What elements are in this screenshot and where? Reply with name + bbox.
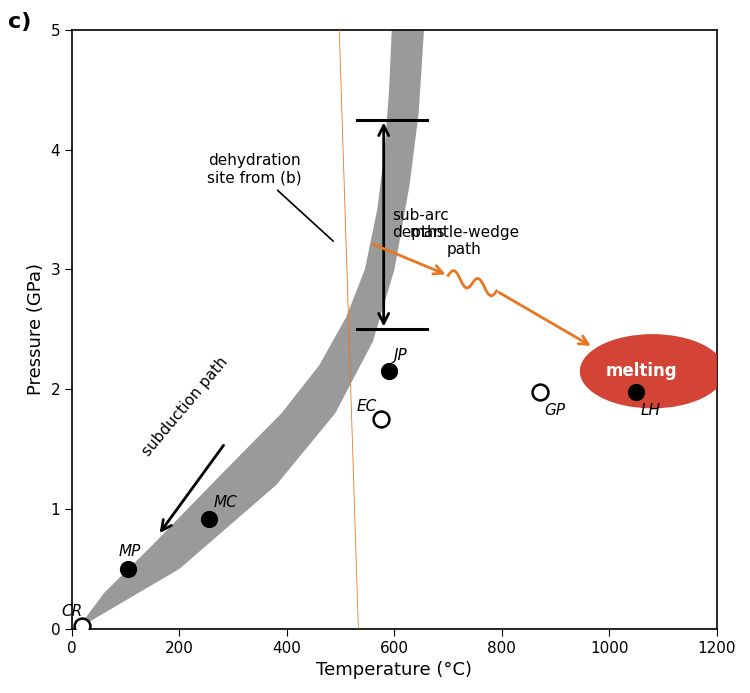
Point xyxy=(630,386,642,397)
Polygon shape xyxy=(77,30,424,629)
Point xyxy=(375,414,387,425)
Point xyxy=(122,563,134,574)
Text: LH: LH xyxy=(640,403,661,418)
Ellipse shape xyxy=(580,334,725,408)
Text: c): c) xyxy=(8,12,31,32)
Text: sub-arc
depths: sub-arc depths xyxy=(392,208,448,240)
Text: mantle-wedge
path: mantle-wedge path xyxy=(410,225,519,258)
Text: melting: melting xyxy=(606,362,677,380)
X-axis label: Temperature (°C): Temperature (°C) xyxy=(316,661,472,679)
Point xyxy=(203,513,215,524)
Text: MP: MP xyxy=(118,544,141,559)
Y-axis label: Pressure (GPa): Pressure (GPa) xyxy=(27,263,45,395)
Point xyxy=(533,386,545,397)
Text: GP: GP xyxy=(544,403,565,418)
Point xyxy=(383,366,395,377)
Text: EC: EC xyxy=(357,399,377,414)
Text: dehydration
site from (b): dehydration site from (b) xyxy=(208,153,333,241)
Text: MC: MC xyxy=(213,495,237,510)
Ellipse shape xyxy=(321,0,371,693)
Text: CR: CR xyxy=(62,604,82,619)
Text: JP: JP xyxy=(393,348,407,363)
Text: subduction path: subduction path xyxy=(140,354,230,459)
Point xyxy=(76,621,88,632)
